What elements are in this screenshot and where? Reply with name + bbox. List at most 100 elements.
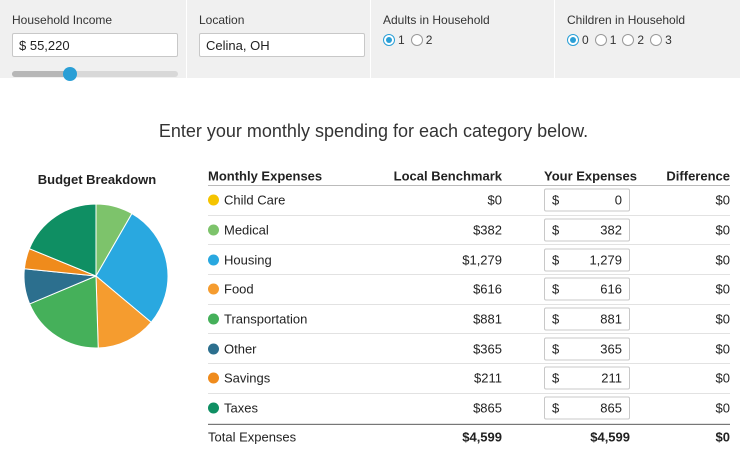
page-heading: Enter your monthly spending for each cat… [158,121,589,141]
adults-radio-1[interactable] [383,34,395,46]
currency-symbol: $ [552,281,560,297]
your-expense-cell: $365 [544,337,630,361]
children-option-1[interactable]: 1 [594,33,617,47]
your-expense-value: 0 [614,192,622,208]
adults-option-1[interactable]: 1 [383,33,405,47]
your-expense-input[interactable]: $211 [544,366,630,390]
children-radio-label: 3 [665,33,672,47]
your-expense-cell: $382 [544,218,630,242]
category-name: Food [224,281,254,297]
category-color-dot [208,224,219,236]
header-difference: Difference [666,168,730,183]
children-radio-3[interactable] [650,34,663,46]
children-radio-label: 1 [609,33,617,47]
income-slider-thumb[interactable] [63,67,78,81]
your-expense-value: 382 [600,222,622,238]
category-color-dot [208,313,219,325]
expenses-table: Monthly Expenses Local Benchmark Your Ex… [208,166,730,449]
your-expense-input[interactable]: $1,279 [544,248,630,272]
expense-category: Child Care [208,193,285,208]
location-label: Location [199,13,245,27]
your-expense-cell: $616 [544,277,630,301]
your-expense-cell: $0 [544,188,630,212]
adults-label: Adults in Household [383,13,490,27]
difference-value: $0 [715,370,730,386]
table-row: Housing $1,279 $1,279 $0 [208,245,730,276]
expense-category: Food [208,282,254,297]
expense-category: Other [208,341,257,356]
category-name: Savings [224,370,271,386]
children-radio-0[interactable] [567,34,579,46]
your-expense-cell: $881 [544,307,630,331]
children-radio-1[interactable] [594,34,607,46]
expense-category: Transportation [208,312,307,327]
your-expense-input[interactable]: $365 [544,337,630,361]
your-expense-cell: $865 [544,396,630,420]
your-expense-input[interactable]: $616 [544,277,630,301]
household-income-label: Household Income [12,13,113,27]
table-row: Taxes $865 $865 $0 [208,394,730,424]
children-option-3[interactable]: 3 [650,33,672,47]
local-benchmark-value: $211 [474,370,502,386]
children-radio-2[interactable] [622,34,635,46]
header-your-expenses: Your Expenses [544,168,637,183]
your-expense-value: 616 [600,281,622,297]
your-expense-cell: $1,279 [544,248,630,272]
your-expense-value: 365 [600,341,622,357]
total-label: Total Expenses [208,429,297,444]
local-benchmark-value: $865 [473,400,502,416]
expense-category: Housing [208,252,272,267]
currency-symbol: $ [552,252,560,268]
local-benchmark-value: $616 [473,281,502,297]
currency-symbol: $ [552,400,560,416]
total-difference: $0 [715,429,730,444]
table-row: Transportation $881 $881 $0 [208,305,730,335]
location-input[interactable]: Celina, OH [199,33,365,57]
currency-symbol: $ [552,311,560,327]
local-benchmark-value: $1,279 [462,252,502,268]
local-benchmark-value: $0 [487,192,502,208]
difference-value: $0 [715,341,730,357]
local-benchmark-value: $881 [473,311,502,327]
income-slider[interactable] [12,67,178,81]
location-panel: Location Celina, OH [186,0,371,78]
your-expense-input[interactable]: $0 [544,188,630,212]
children-option-2[interactable]: 2 [622,33,644,47]
expense-category: Taxes [208,401,258,416]
difference-value: $0 [715,192,730,208]
your-expense-input[interactable]: $382 [544,218,630,242]
total-benchmark: $4,599 [462,429,502,444]
currency-symbol: $ [552,370,560,386]
your-expense-input[interactable]: $865 [544,396,630,420]
adults-radio-label: 1 [398,33,405,47]
table-row: Child Care $0 $0 $0 [208,186,730,216]
pie-slice-housing [95,212,169,324]
household-income-input[interactable]: $ 55,220 [12,33,178,57]
expense-category: Savings [208,371,270,386]
household-income-panel: Household Income $ 55,220 [0,0,187,81]
table-row: Savings $211 $211 $0 [208,364,730,394]
currency-symbol: $ [552,341,560,357]
category-name: Housing [224,252,272,268]
currency-symbol: $ [552,222,560,238]
pie-slice-food [95,274,152,349]
local-benchmark-value: $382 [473,222,502,238]
table-row: Medical $382 $382 $0 [208,216,730,246]
adults-radio-2[interactable] [410,34,423,46]
difference-value: $0 [715,281,730,297]
adults-option-2[interactable]: 2 [410,33,432,47]
difference-value: $0 [715,252,730,268]
children-radio-group: 0 1 2 3 [567,33,728,47]
category-color-dot [208,402,219,414]
your-expense-input[interactable]: $881 [544,307,630,331]
category-name: Transportation [224,311,308,327]
table-row: Other $365 $365 $0 [208,334,730,365]
total-row: Total Expenses $4,599 $4,599 $0 [208,423,730,449]
pie-slice-taxes [28,203,97,277]
difference-value: $0 [715,311,730,327]
header-local-benchmark: Local Benchmark [393,168,502,183]
children-option-0[interactable]: 0 [567,33,589,47]
children-radio-label: 0 [582,33,589,47]
pie-slice-transportation [28,275,99,349]
difference-value: $0 [715,400,730,416]
